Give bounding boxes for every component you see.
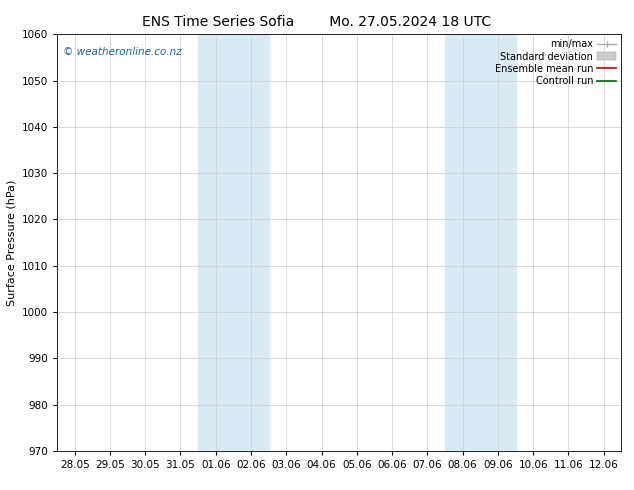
Bar <box>198 34 269 451</box>
Legend: min/max, Standard deviation, Ensemble mean run, Controll run: min/max, Standard deviation, Ensemble me… <box>493 37 618 88</box>
Text: © weatheronline.co.nz: © weatheronline.co.nz <box>63 47 181 57</box>
Bar <box>445 34 515 451</box>
Text: ENS Time Series Sofia        Mo. 27.05.2024 18 UTC: ENS Time Series Sofia Mo. 27.05.2024 18 … <box>143 15 491 29</box>
Y-axis label: Surface Pressure (hPa): Surface Pressure (hPa) <box>6 179 16 306</box>
